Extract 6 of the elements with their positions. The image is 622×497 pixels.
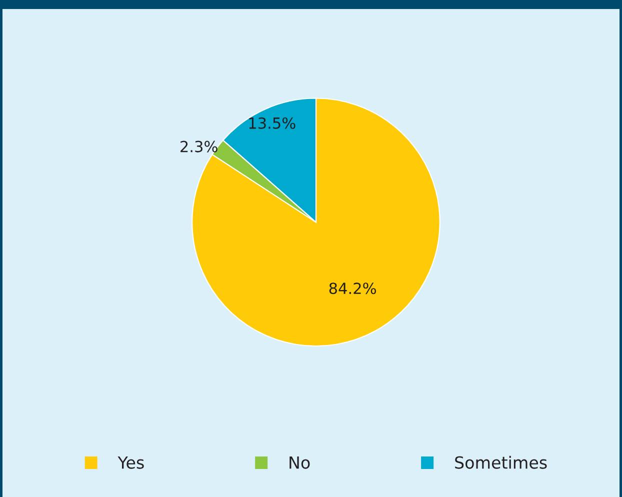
legend-label: Yes: [118, 456, 144, 469]
data-label: 2.3%: [180, 140, 218, 152]
legend-label: No: [290, 456, 310, 469]
data-label: 13.5%: [249, 117, 296, 129]
legend-label: Sometimes: [455, 456, 547, 469]
data-label: 84.2%: [329, 282, 376, 294]
